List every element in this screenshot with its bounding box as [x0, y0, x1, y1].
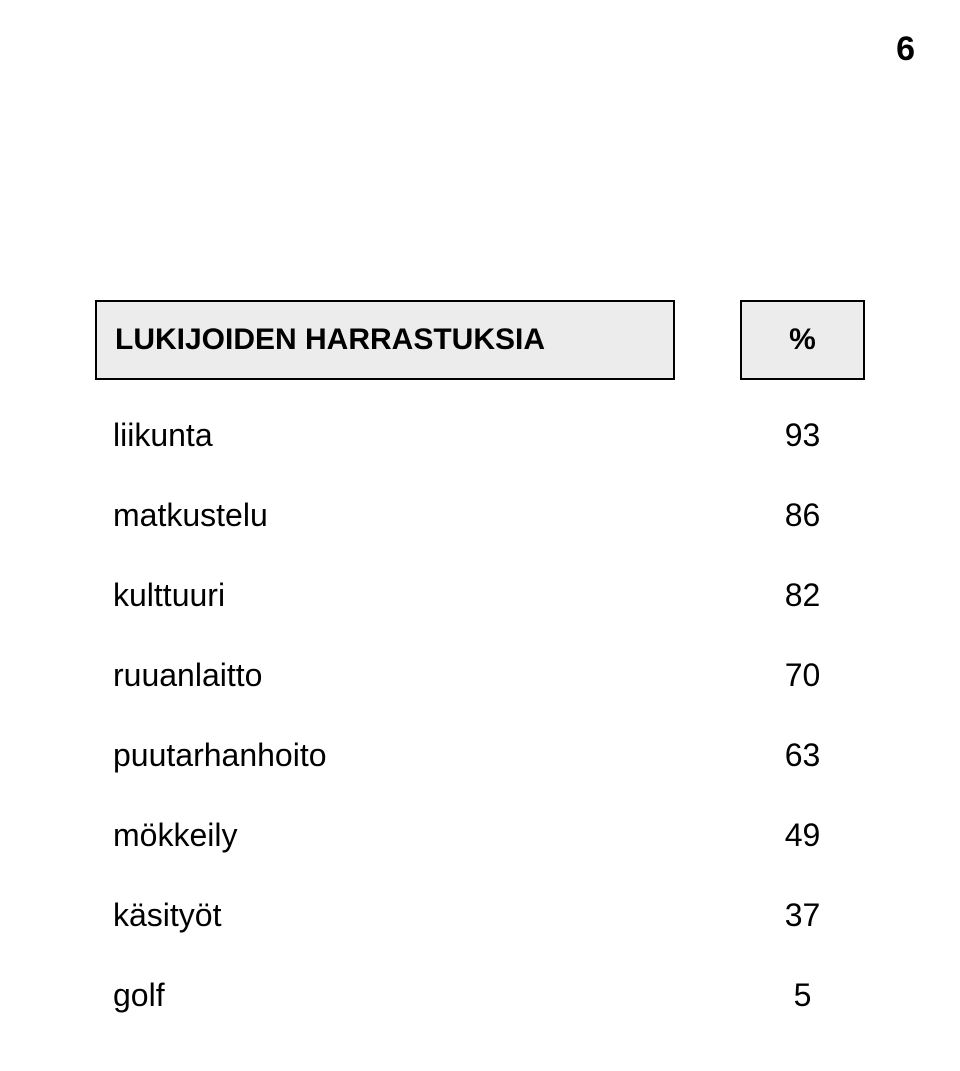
row-label: puutarhanhoito — [95, 737, 675, 774]
table-body: liikunta 93 matkustelu 86 kulttuuri 82 r… — [95, 395, 865, 1035]
table-row: kulttuuri 82 — [95, 555, 865, 635]
table-header-label: LUKIJOIDEN HARRASTUKSIA — [95, 300, 675, 380]
row-label: liikunta — [95, 417, 675, 454]
row-label: mökkeily — [95, 817, 675, 854]
table-row: golf 5 — [95, 955, 865, 1035]
page-number: 6 — [896, 30, 915, 69]
row-label: ruuanlaitto — [95, 657, 675, 694]
row-value: 37 — [740, 897, 865, 934]
table-row: mökkeily 49 — [95, 795, 865, 875]
row-label: kulttuuri — [95, 577, 675, 614]
row-value: 49 — [740, 817, 865, 854]
row-value: 86 — [740, 497, 865, 534]
row-label: käsityöt — [95, 897, 675, 934]
table-row: matkustelu 86 — [95, 475, 865, 555]
table-row: käsityöt 37 — [95, 875, 865, 955]
row-value: 70 — [740, 657, 865, 694]
row-value: 82 — [740, 577, 865, 614]
table-header-row: LUKIJOIDEN HARRASTUKSIA % — [95, 300, 865, 380]
table-row: puutarhanhoito 63 — [95, 715, 865, 795]
page: 6 LUKIJOIDEN HARRASTUKSIA % liikunta 93 … — [0, 0, 960, 1071]
table-header-value: % — [740, 300, 865, 380]
row-value: 63 — [740, 737, 865, 774]
table-row: ruuanlaitto 70 — [95, 635, 865, 715]
row-value: 93 — [740, 417, 865, 454]
row-label: golf — [95, 977, 675, 1014]
row-label: matkustelu — [95, 497, 675, 534]
table-row: liikunta 93 — [95, 395, 865, 475]
row-value: 5 — [740, 977, 865, 1014]
